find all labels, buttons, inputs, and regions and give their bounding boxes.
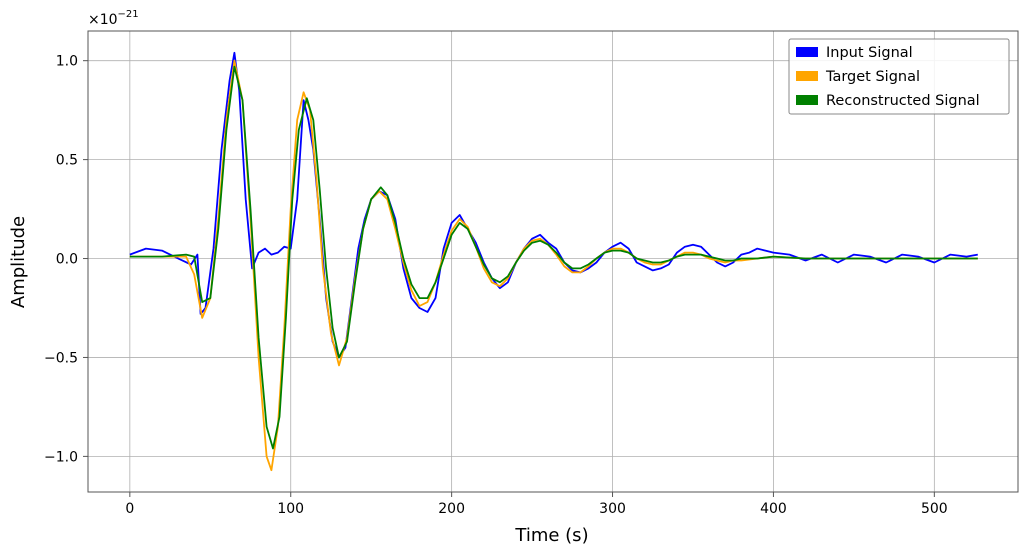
- legend-swatch: [796, 71, 818, 81]
- plot-frame: [87, 30, 1019, 493]
- legend-swatch: [796, 95, 818, 105]
- y-scale-exponent: −21: [118, 9, 139, 20]
- x-tick-label: 500: [921, 501, 948, 517]
- y-scale-multiplier: ×10−21: [88, 9, 139, 28]
- x-axis-ticks: 0 100 200 300 400 500: [125, 492, 948, 517]
- legend-swatch: [796, 47, 818, 57]
- series-layer: [129, 51, 978, 472]
- legend-entry-label: Input Signal: [826, 45, 913, 61]
- series-line-reconstructed-signal: [129, 65, 978, 450]
- y-tick-label: 0.0: [56, 252, 78, 268]
- y-scale-base: ×10: [88, 12, 118, 28]
- y-tick-label: −1.0: [44, 449, 78, 465]
- x-tick-label: 400: [760, 501, 787, 517]
- x-tick-label: 100: [277, 501, 304, 517]
- y-tick-label: 1.0: [56, 54, 78, 70]
- x-tick-label: 300: [599, 501, 626, 517]
- y-tick-label: 0.5: [56, 153, 78, 169]
- legend-entry-label: Reconstructed Signal: [826, 93, 980, 109]
- legend-box: [788, 38, 1010, 115]
- series-line-target-signal: [129, 59, 978, 472]
- legend: Input Signal Target Signal Reconstructed S…: [788, 38, 1010, 115]
- x-tick-label: 200: [438, 501, 465, 517]
- x-axis-label: Time (s): [514, 525, 588, 546]
- y-tick-label: −0.5: [44, 350, 78, 366]
- y-axis-label: Amplitude: [8, 216, 29, 308]
- legend-entry-label: Target Signal: [825, 69, 920, 85]
- x-tick-label: 0: [125, 501, 134, 517]
- y-axis-ticks: −1.0 −0.5 0.0 0.5 1.0: [44, 54, 88, 465]
